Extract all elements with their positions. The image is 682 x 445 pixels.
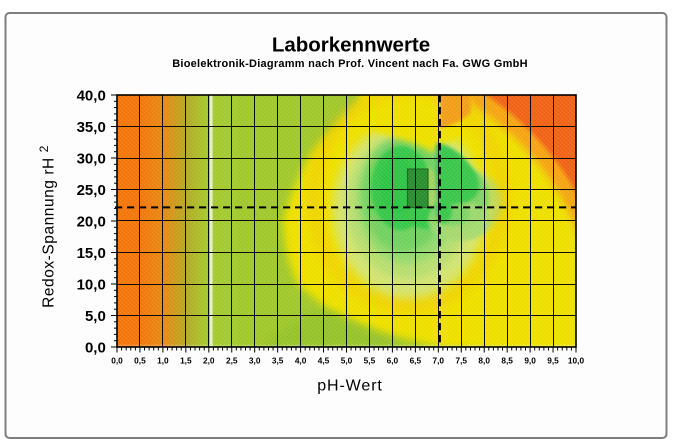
svg-text:9,5: 9,5 [547,356,559,366]
svg-text:0,0: 0,0 [85,339,106,356]
svg-text:8,0: 8,0 [478,356,490,366]
svg-text:8,5: 8,5 [501,356,513,366]
svg-text:pH-Wert: pH-Wert [317,378,383,395]
svg-text:5,0: 5,0 [85,308,106,325]
svg-text:15,0: 15,0 [77,245,106,262]
svg-text:7,0: 7,0 [433,356,445,366]
svg-text:1,5: 1,5 [180,356,192,366]
svg-text:5,0: 5,0 [341,356,353,366]
svg-text:4,0: 4,0 [295,356,307,366]
svg-text:2,5: 2,5 [226,356,238,366]
svg-text:10,0: 10,0 [77,276,106,293]
svg-text:6,0: 6,0 [387,356,399,366]
svg-text:3,0: 3,0 [249,356,261,366]
svg-text:0,5: 0,5 [134,356,146,366]
svg-text:6,5: 6,5 [410,356,422,366]
svg-text:4,5: 4,5 [318,356,330,366]
svg-text:1,0: 1,0 [157,356,169,366]
svg-text:7,5: 7,5 [455,356,467,366]
svg-text:40,0: 40,0 [77,87,106,104]
svg-text:5,5: 5,5 [364,356,376,366]
svg-text:Bioelektronik-Diagramm nach Pr: Bioelektronik-Diagramm nach Prof. Vincen… [172,58,528,70]
svg-text:35,0: 35,0 [77,119,106,136]
svg-text:3,5: 3,5 [272,356,284,366]
svg-text:Laborkennwerte: Laborkennwerte [272,34,430,57]
svg-text:2,0: 2,0 [203,356,215,366]
svg-text:Redox-Spannung rH 2: Redox-Spannung rH 2 [37,145,58,308]
svg-text:10,0: 10,0 [568,356,585,366]
svg-text:0,0: 0,0 [111,356,123,366]
svg-text:9,0: 9,0 [524,356,536,366]
svg-text:30,0: 30,0 [77,150,106,167]
svg-text:25,0: 25,0 [77,182,106,199]
svg-text:20,0: 20,0 [77,213,106,230]
